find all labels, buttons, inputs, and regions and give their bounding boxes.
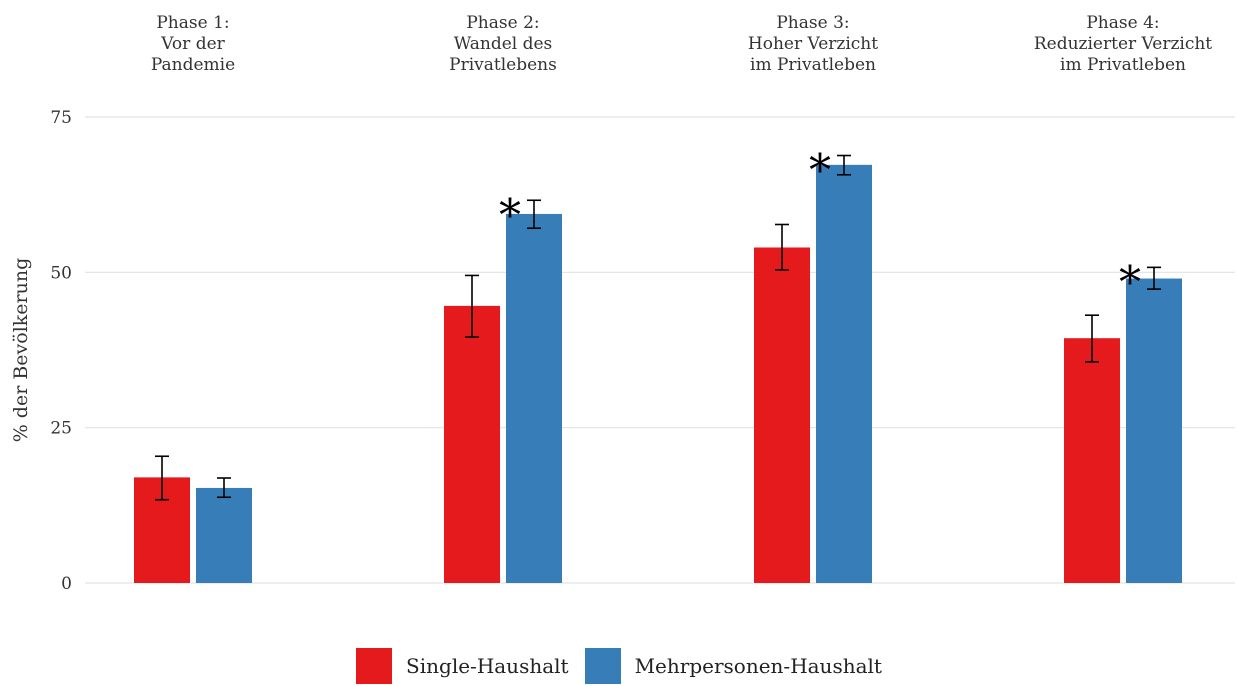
error-bars (155, 154, 1161, 501)
facet-title-line: im Privatleben (750, 55, 876, 75)
gridlines (85, 116, 1235, 584)
error-bar (217, 477, 231, 499)
y-tick-label: 25 (50, 419, 72, 439)
bar-single-phase-3 (754, 247, 810, 584)
facet-title-phase-4: Phase 4: Reduzierter Verzicht im Privatleb… (1034, 13, 1212, 75)
bar-mehrpersonen-phase-3 (816, 164, 872, 584)
y-axis-ticks: 0 25 50 75 (50, 108, 72, 594)
facet-title-phase-2: Phase 2: Wandel des Privatlebens (449, 13, 557, 75)
significance-star: * (499, 190, 521, 241)
facet-title-line: Vor der (160, 34, 225, 54)
legend-label-mehrpersonen: Mehrpersonen-Haushalt (634, 654, 882, 678)
bar-mehrpersonen-phase-1 (196, 487, 252, 583)
y-axis-label: % der Bevölkerung (10, 258, 32, 443)
legend-item-mehrpersonen: Mehrpersonen-Haushalt (584, 648, 882, 684)
error-bar (1085, 314, 1099, 363)
facet-title-line: Reduzierter Verzicht (1034, 34, 1212, 54)
error-bar (527, 199, 541, 230)
facet-title-line: Pandemie (151, 55, 235, 75)
y-tick-label: 75 (50, 108, 72, 128)
error-bar (775, 223, 789, 271)
bars (134, 164, 1182, 584)
error-bar (1147, 266, 1161, 290)
facet-title-line: Phase 2: (466, 13, 539, 33)
legend-label-single: Single-Haushalt (406, 654, 569, 678)
bar-mehrpersonen-phase-2 (506, 213, 562, 584)
error-bar (837, 154, 851, 176)
facet-title-line: Phase 1: (156, 13, 229, 33)
legend-item-single: Single-Haushalt (356, 648, 569, 684)
bar-single-phase-2 (444, 305, 500, 583)
bar-single-phase-4 (1064, 338, 1120, 583)
significance-star: * (1119, 257, 1141, 308)
error-bar (155, 455, 169, 501)
legend: Single-Haushalt Mehrpersonen-Haushalt (0, 648, 1238, 684)
error-bar (465, 274, 479, 338)
legend-swatch-mehrpersonen (584, 648, 621, 684)
bar-mehrpersonen-phase-4 (1126, 278, 1182, 583)
significance-star: * (809, 146, 831, 197)
facet-title-line: Privatlebens (449, 55, 557, 75)
significance-markers: * * * (499, 146, 1141, 309)
facet-title-line: Hoher Verzicht (748, 34, 878, 54)
legend-swatch-single (356, 648, 393, 684)
facet-title-line: Phase 3: (776, 13, 849, 33)
facet-title-line: im Privatleben (1060, 55, 1186, 75)
y-tick-label: 0 (61, 574, 72, 594)
facet-title-phase-1: Phase 1: Vor der Pandemie (151, 13, 235, 75)
y-tick-label: 50 (50, 263, 72, 283)
facet-title-phase-3: Phase 3: Hoher Verzicht im Privatleben (748, 13, 878, 75)
facet-title-line: Wandel des (454, 34, 553, 54)
facet-titles: Phase 1: Vor der Pandemie Phase 2: Wandel de… (151, 13, 1212, 75)
facet-title-line: Phase 4: (1086, 13, 1159, 33)
